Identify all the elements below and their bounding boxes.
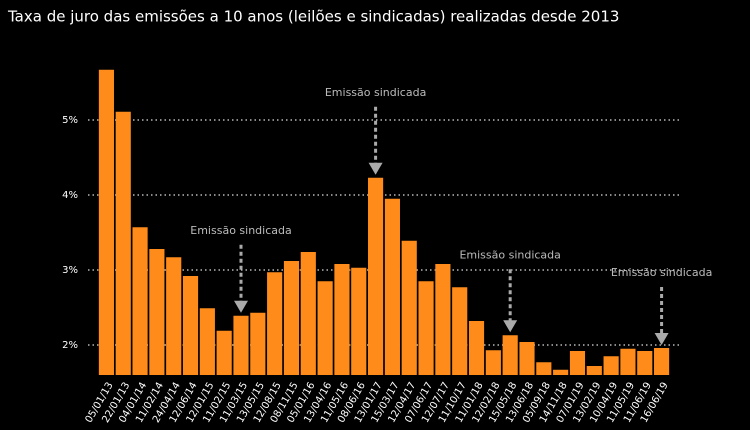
- bar: [384, 198, 400, 375]
- bar: [637, 351, 653, 375]
- bar: [267, 272, 283, 375]
- bar: [216, 330, 232, 375]
- bar: [418, 281, 434, 375]
- bar: [586, 366, 602, 375]
- bar: [98, 69, 114, 375]
- y-tick-label: 5%: [62, 115, 78, 126]
- bar: [132, 227, 148, 375]
- arrow-head: [234, 300, 248, 313]
- annotation: Emissão sindicada: [190, 224, 291, 237]
- bar: [485, 350, 501, 375]
- bar: [452, 287, 468, 375]
- bar: [468, 321, 485, 375]
- bar: [603, 356, 619, 375]
- bar: [368, 177, 384, 375]
- bar: [502, 335, 518, 375]
- bar: [166, 257, 182, 375]
- arrow-head: [503, 320, 518, 333]
- bar: [401, 240, 417, 375]
- y-tick-label: 4%: [62, 190, 78, 201]
- bar: [199, 308, 215, 375]
- bar: [536, 362, 552, 375]
- annotation: Emissão sindicada: [611, 266, 712, 279]
- bar: [351, 267, 367, 375]
- bar: [182, 276, 199, 375]
- bar: [317, 281, 333, 375]
- bar: [300, 252, 316, 375]
- bar: [149, 249, 165, 375]
- annotation: Emissão sindicada: [459, 248, 560, 261]
- bar: [233, 315, 249, 375]
- bar: [115, 111, 131, 375]
- arrow-head: [368, 162, 383, 175]
- arrow-head: [654, 333, 669, 345]
- bar: [250, 312, 266, 375]
- bar: [283, 261, 300, 375]
- bar: [519, 342, 535, 375]
- y-tick-label: 2%: [62, 340, 78, 351]
- y-tick-label: 3%: [62, 265, 78, 276]
- bar: [553, 369, 569, 375]
- bar: [334, 264, 350, 375]
- bar: [435, 264, 451, 375]
- chart-subtitle: Taxa de juro das emissões a 10 anos (lei…: [7, 8, 619, 26]
- bar: [620, 348, 636, 375]
- bar: [569, 351, 586, 375]
- annotation: Emissão sindicada: [325, 86, 426, 99]
- bar: [654, 348, 670, 375]
